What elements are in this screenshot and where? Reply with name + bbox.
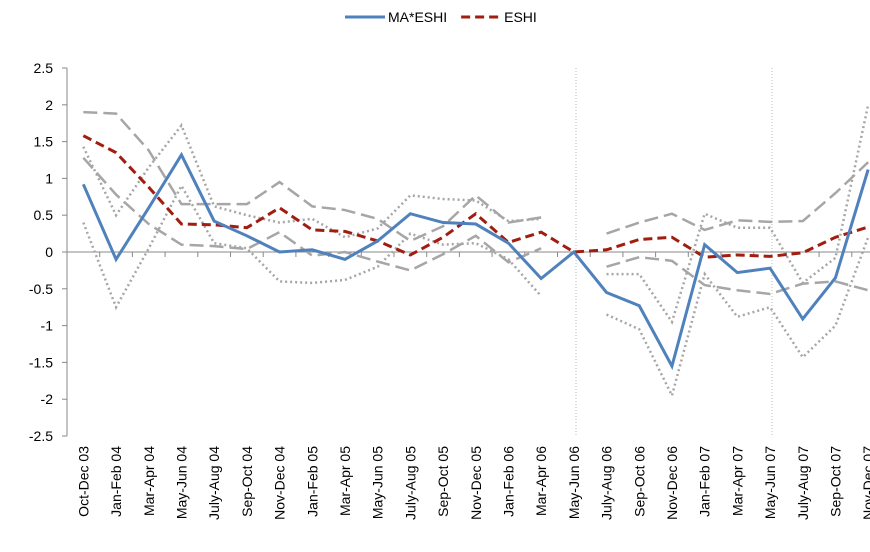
x-tick-label: Oct-Dec 03 xyxy=(75,446,91,517)
x-tick-label: May-Jun 07 xyxy=(762,446,778,519)
x-tick-label: July-Aug 05 xyxy=(402,446,418,520)
x-tick-label: July-Aug 04 xyxy=(206,446,222,520)
legend-label: ESHI xyxy=(504,9,537,25)
x-tick-label: Nov-Dec 07 xyxy=(860,446,870,520)
x-tick-label: July-Aug 06 xyxy=(599,446,615,520)
x-tick-label: Sep-Oct 05 xyxy=(435,446,451,517)
x-tick-label: Sep-Oct 04 xyxy=(239,446,255,517)
series-line xyxy=(82,156,869,296)
y-tick-label: 0.5 xyxy=(34,207,54,223)
series-line xyxy=(82,183,870,400)
y-tick-label: -2.5 xyxy=(29,428,53,444)
y-tick-label: 1 xyxy=(45,170,53,186)
x-tick-label: Jan-Feb 04 xyxy=(108,446,124,517)
legend-label: MA*ESHI xyxy=(388,9,447,25)
x-tick-label: Jan-Feb 07 xyxy=(697,446,713,517)
series-line xyxy=(82,134,869,259)
y-tick-label: 2 xyxy=(45,97,53,113)
series-line xyxy=(83,110,870,243)
series-line xyxy=(81,151,870,371)
x-tick-label: May-Jun 05 xyxy=(370,446,386,519)
x-tick-label: Jan-Feb 05 xyxy=(304,446,320,517)
x-tick-label: Nov-Dec 05 xyxy=(468,446,484,520)
x-tick-label: Mar-Apr 04 xyxy=(141,446,157,516)
y-tick-label: -1 xyxy=(41,318,54,334)
y-tick-label: 2.5 xyxy=(34,60,54,76)
x-tick-label: Jan-Feb 06 xyxy=(500,446,516,517)
x-tick-label: Mar-Apr 05 xyxy=(337,446,353,516)
y-tick-label: -2 xyxy=(41,391,54,407)
x-tick-label: Nov-Dec 06 xyxy=(664,446,680,520)
x-tick-label: Sep-Oct 06 xyxy=(631,446,647,517)
x-tick-label: Sep-Oct 07 xyxy=(827,446,843,517)
x-tick-label: Mar-Apr 06 xyxy=(533,446,549,516)
y-tick-label: -0.5 xyxy=(29,281,53,297)
x-tick-label: July-Aug 07 xyxy=(795,446,811,520)
x-tick-label: May-Jun 04 xyxy=(173,446,189,519)
series-line xyxy=(82,104,870,325)
x-tick-label: May-Jun 06 xyxy=(566,446,582,519)
x-tick-label: Nov-Dec 04 xyxy=(272,446,288,520)
y-tick-label: 1.5 xyxy=(34,134,54,150)
y-tick-label: 0 xyxy=(45,244,53,260)
y-tick-label: -1.5 xyxy=(29,354,53,370)
x-tick-label: Mar-Apr 07 xyxy=(729,446,745,516)
